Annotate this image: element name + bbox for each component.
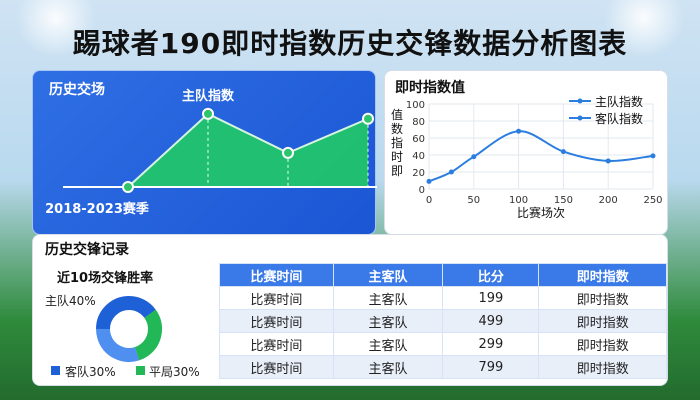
history-chart: 主队指数 2018-2023赛季	[45, 88, 377, 217]
legend-away-swatch	[51, 366, 60, 375]
table-cell: 比赛时间	[219, 332, 334, 356]
series-point-home	[426, 178, 432, 184]
x-tick-label: 0	[426, 195, 432, 206]
y-tick-label: 80	[412, 117, 425, 128]
win-rate-donut-chart	[96, 296, 162, 362]
donut-slice-2	[96, 296, 162, 362]
table-cell: 主客队	[332, 332, 444, 356]
legend-home: 主队40%	[45, 294, 96, 308]
table-cell: 比赛时间	[219, 286, 334, 310]
table-row: 比赛时间 主客队 299 即时指数	[219, 332, 667, 356]
history-line	[127, 112, 369, 188]
legend-away: 客队30%	[65, 365, 116, 379]
legend-draw-swatch	[136, 366, 145, 375]
table-cell: 即时指数	[538, 355, 667, 379]
history-point-label: 主队指数	[182, 88, 235, 104]
table-header-index: 即时指数	[538, 263, 667, 287]
series-point-home	[605, 158, 611, 164]
table-header-score: 比分	[442, 263, 540, 287]
records-table: 比赛时间 主客队 比分 即时指数 比赛时间 主客队 199 即时指数 比赛时间 …	[219, 263, 667, 379]
table-row: 比赛时间 主客队 499 即时指数	[219, 309, 667, 333]
history-period-label: 2018-2023赛季	[45, 201, 149, 217]
table-cell: 比赛时间	[219, 355, 334, 379]
history-point	[362, 112, 374, 125]
table-header-time: 比赛时间	[219, 263, 334, 287]
donut-slice-1	[96, 296, 162, 362]
series-point-home	[448, 169, 454, 175]
legend-marker	[577, 98, 583, 104]
legend-label: 主队指数	[595, 94, 643, 109]
x-axis-label: 比赛场次	[517, 205, 565, 220]
x-tick-label: 150	[554, 195, 573, 206]
table-cell: 799	[442, 355, 540, 379]
y-tick-label: 60	[412, 134, 425, 145]
stadium-background	[0, 0, 700, 60]
table-header-teams: 主客队	[332, 263, 444, 287]
table-cell: 即时指数	[538, 309, 667, 333]
series-point-home	[560, 149, 566, 155]
y-tick-label: 20	[412, 168, 425, 179]
y-axis-label: 值数指时即	[391, 107, 403, 178]
y-tick-label: 40	[412, 151, 425, 162]
table-cell: 即时指数	[538, 332, 667, 356]
realtime-panel: 即时指数值 0 20 40 60 80 100 0 50 100 150 200 250 比赛场次 值数指…	[384, 70, 668, 235]
realtime-panel-title: 即时指数值	[395, 80, 465, 96]
series-point-home	[650, 153, 656, 159]
series-line-home	[428, 130, 654, 183]
x-tick-label: 100	[509, 195, 528, 206]
history-point	[122, 181, 134, 193]
donut-hole	[110, 310, 148, 348]
y-tick-label: 100	[406, 100, 425, 111]
legend-marker	[577, 115, 583, 121]
table-cell: 比赛时间	[219, 309, 334, 333]
history-point	[282, 146, 294, 159]
table-row: 比赛时间 主客队 199 即时指数	[219, 286, 667, 310]
legend-label: 客队指数	[595, 111, 643, 126]
table-cell: 299	[442, 332, 540, 356]
x-tick-label: 250	[643, 195, 662, 206]
series-point-home	[516, 128, 522, 134]
legend-draw: 平局30%	[149, 365, 200, 379]
page-title: 踢球者190即时指数历史交锋数据分析图表	[72, 27, 628, 60]
table-cell: 主客队	[332, 355, 444, 379]
table-header-row: 比赛时间 主客队 比分 即时指数	[219, 263, 667, 287]
history-area	[128, 113, 368, 187]
records-panel: 历史交锋记录 近10场交锋胜率 主队40% 客队30% 平局30% 比赛时间 主…	[32, 234, 668, 386]
history-panel-title: 历史交场	[49, 82, 105, 98]
history-panel: 历史交场 主队指数 2018-2023赛季	[32, 70, 377, 235]
history-point	[202, 107, 214, 120]
x-tick-label: 50	[467, 195, 480, 206]
win-rate-title: 近10场交锋胜率	[57, 271, 154, 286]
x-tick-label: 200	[599, 195, 618, 206]
table-cell: 199	[442, 286, 540, 310]
table-cell: 499	[442, 309, 540, 333]
y-tick-label: 0	[419, 185, 425, 196]
table-cell: 主客队	[332, 309, 444, 333]
table-cell: 即时指数	[538, 286, 667, 310]
table-row: 比赛时间 主客队 799 即时指数	[219, 355, 667, 379]
realtime-line-chart: 0 20 40 60 80 100 0 50 100 150 200 250 比赛场次 值数指时即 主队指数…	[391, 94, 663, 220]
series-point-home	[471, 154, 477, 160]
table-cell: 主客队	[332, 286, 444, 310]
records-panel-title: 历史交锋记录	[45, 242, 129, 258]
